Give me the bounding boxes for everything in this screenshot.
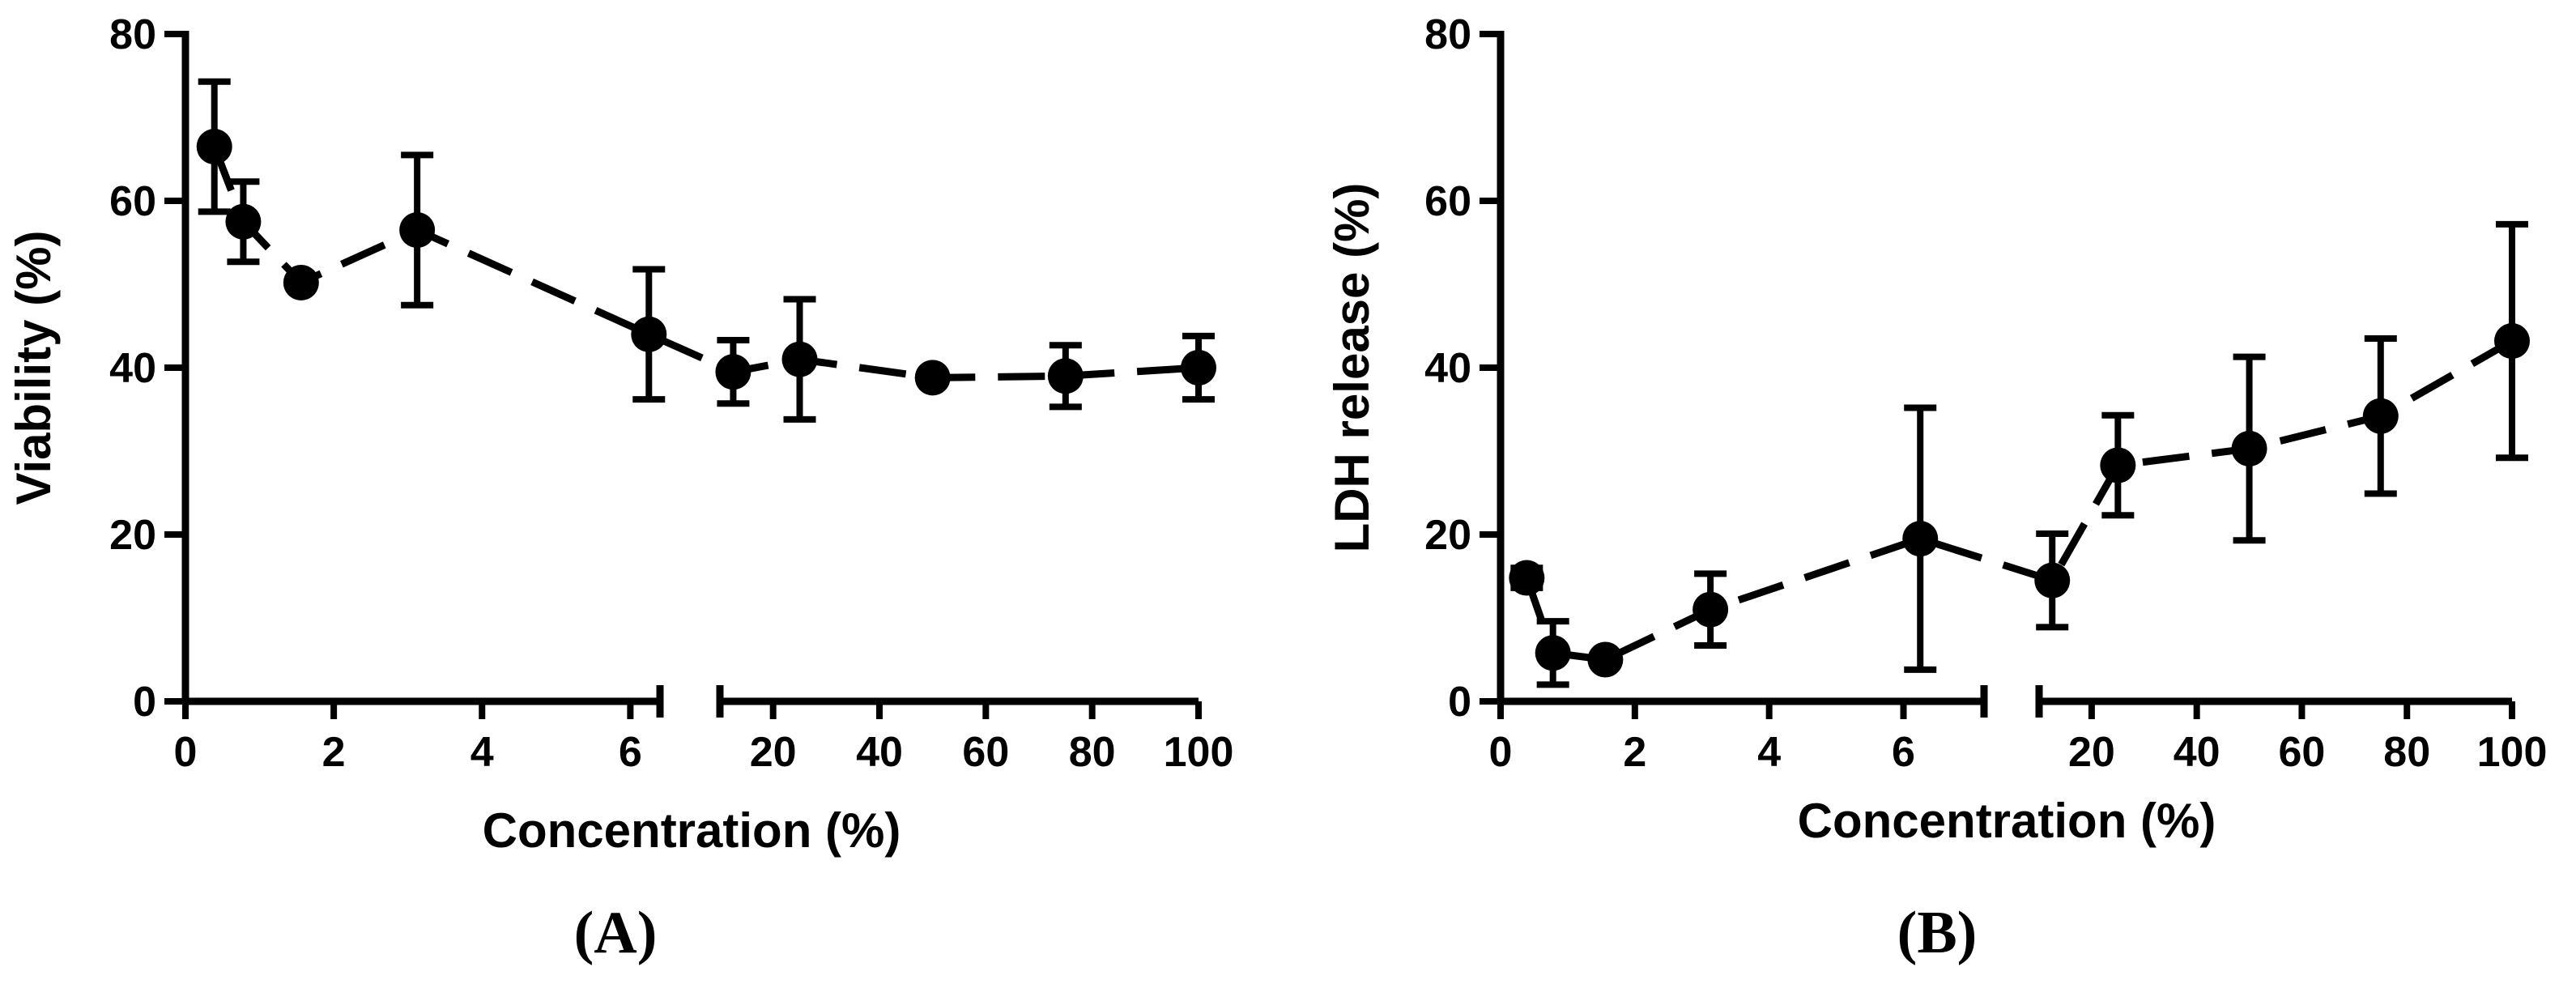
data-point xyxy=(1509,560,1545,596)
data-point xyxy=(225,203,262,240)
data-point xyxy=(399,212,436,249)
x-tick-label: 4 xyxy=(1757,729,1781,776)
x-tick-label: 100 xyxy=(1164,729,1234,776)
y-tick-label: 60 xyxy=(1424,178,1471,225)
data-point xyxy=(283,264,319,300)
y-tick-label: 20 xyxy=(1424,512,1471,559)
x-tick-label: 20 xyxy=(2068,729,2115,776)
x-tick-label: 2 xyxy=(1623,729,1646,776)
x-tick-label: 2 xyxy=(322,729,346,776)
data-point xyxy=(1181,350,1216,385)
panel-label: (B) xyxy=(1897,900,1978,966)
x-tick-label: 20 xyxy=(750,729,797,776)
x-tick-label: 40 xyxy=(2174,729,2220,776)
data-point xyxy=(196,129,232,165)
y-tick-label: 0 xyxy=(1448,679,1471,726)
data-point xyxy=(1535,635,1571,671)
x-tick-label: 80 xyxy=(2383,729,2430,776)
data-point xyxy=(1692,591,1729,628)
series-line xyxy=(211,145,1199,381)
y-tick-label: 40 xyxy=(1424,345,1471,392)
y-axis-title: Viability (%) xyxy=(6,231,61,505)
y-tick-label: 20 xyxy=(109,512,156,559)
y-axis-title: LDH release (%) xyxy=(1325,183,1379,553)
data-point xyxy=(2231,430,2267,466)
panel-a-chart: 0 20 40 60 80 0 2 4 6 20 40 60 80 100 Viability (%) Con… xyxy=(6,11,1233,966)
y-tick-label: 80 xyxy=(1424,11,1471,58)
data-point xyxy=(1047,358,1084,394)
data-point xyxy=(2362,398,2399,434)
x-tick-label: 80 xyxy=(1069,729,1116,776)
x-axis-title: Concentration (%) xyxy=(1798,794,2216,848)
y-tick-label: 0 xyxy=(133,679,156,726)
panel-label: (A) xyxy=(574,900,658,966)
y-tick-label: 80 xyxy=(109,11,156,58)
y-tick-label: 40 xyxy=(109,345,156,392)
y-tick-label: 60 xyxy=(109,178,156,225)
x-tick-label: 6 xyxy=(1892,729,1915,776)
x-tick-label: 60 xyxy=(962,729,1009,776)
x-tick-label: 6 xyxy=(619,729,642,776)
data-point xyxy=(715,354,752,390)
x-tick-label: 60 xyxy=(2279,729,2326,776)
x-axis-title: Concentration (%) xyxy=(483,803,901,858)
x-tick-label: 40 xyxy=(856,729,903,776)
x-tick-label: 0 xyxy=(174,729,198,776)
data-point xyxy=(781,341,818,377)
x-tick-label: 100 xyxy=(2477,729,2548,776)
data-point xyxy=(914,360,951,396)
data-point xyxy=(2034,562,2071,598)
series-line xyxy=(1523,338,2514,663)
x-tick-label: 4 xyxy=(470,729,494,776)
data-point xyxy=(2494,323,2530,360)
panel-b-chart: 0 20 40 60 80 0 2 4 6 20 40 60 80 100 LDH release (%) C… xyxy=(1325,11,2547,966)
x-tick-label: 0 xyxy=(1489,729,1513,776)
data-point xyxy=(2100,447,2136,483)
data-point xyxy=(1902,521,1939,557)
data-point xyxy=(631,316,667,352)
data-point xyxy=(1587,641,1624,678)
